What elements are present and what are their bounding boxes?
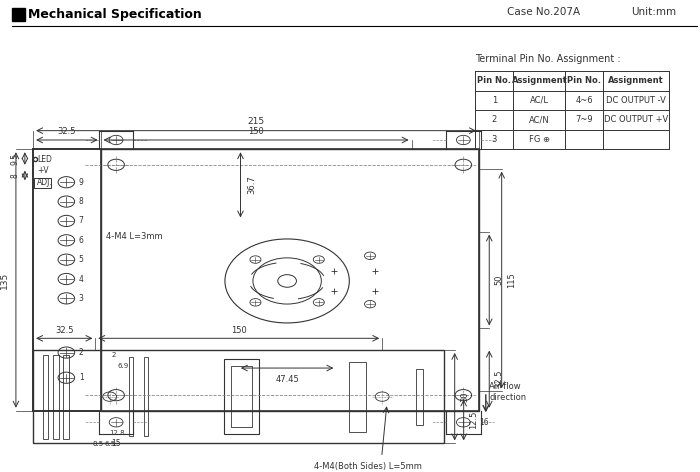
Text: 6.5: 6.5 [104,441,116,447]
Text: +V: +V [37,166,49,175]
Bar [53,354,59,438]
Text: 6: 6 [79,236,84,245]
Text: Pin No.: Pin No. [477,76,512,85]
Text: Assignment: Assignment [608,76,664,85]
Text: 115: 115 [508,272,516,288]
Text: 8: 8 [79,197,83,206]
Text: 150: 150 [248,127,264,136]
Bar [33,350,444,443]
Bar [416,369,423,425]
Text: ADJ.: ADJ. [37,178,53,187]
Text: 15: 15 [111,438,121,447]
Text: 8: 8 [10,173,20,178]
Text: FG ⊕: FG ⊕ [528,135,550,144]
Text: 12.8: 12.8 [109,430,125,436]
Text: 47.45: 47.45 [275,375,299,384]
Bar [64,354,69,438]
Text: Terminal Pin No. Assignment :: Terminal Pin No. Assignment : [475,54,621,64]
Bar [34,177,51,188]
Text: Air flow
direction: Air flow direction [489,382,526,402]
Text: 135: 135 [0,271,9,288]
Text: 16: 16 [480,418,489,427]
Text: Pin No.: Pin No. [567,76,601,85]
Text: 32.5: 32.5 [57,127,76,136]
Text: 2: 2 [111,352,116,358]
Bar [129,357,133,436]
Bar [33,149,479,411]
Text: 6.9: 6.9 [118,362,129,369]
Bar [231,366,252,427]
Text: 30: 30 [460,391,469,402]
Text: Assignment: Assignment [512,76,567,85]
Text: LED: LED [37,154,52,163]
Text: 9: 9 [79,178,84,187]
Bar [101,149,479,411]
Text: 4~6: 4~6 [575,96,593,105]
Text: 32.5: 32.5 [495,370,504,388]
Text: 4: 4 [79,275,84,284]
Text: DC OUTPUT +V: DC OUTPUT +V [604,116,668,125]
Bar [144,357,148,436]
Text: 7: 7 [79,217,84,226]
Text: 3: 3 [79,294,84,303]
Text: 4-M4(Both Sides) L=5mm: 4-M4(Both Sides) L=5mm [314,462,422,471]
Text: 5: 5 [79,255,84,264]
Text: DC OUTPUT -V: DC OUTPUT -V [606,96,666,105]
Text: AC/L: AC/L [530,96,549,105]
Text: 8.5: 8.5 [92,441,104,447]
Text: 9.5: 9.5 [10,152,20,165]
Text: Case No.207A: Case No.207A [507,7,580,17]
Text: 4-M4 L=3mm: 4-M4 L=3mm [106,232,162,241]
Text: 2: 2 [492,116,497,125]
Text: 7~9: 7~9 [575,116,593,125]
Bar [13,8,25,21]
Text: 215: 215 [248,117,265,126]
Text: 2: 2 [79,348,83,357]
Text: Mechanical Specification: Mechanical Specification [28,8,202,21]
Text: Unit:mm: Unit:mm [631,7,676,17]
Text: 1: 1 [492,96,497,105]
Text: 12.5: 12.5 [469,411,478,429]
Bar [349,362,366,431]
Text: 1: 1 [79,373,83,382]
Text: 32.5: 32.5 [55,326,74,335]
Bar [43,354,48,438]
Text: 50: 50 [495,275,504,285]
Text: 36.7: 36.7 [247,176,256,194]
Bar [225,359,259,434]
Text: 3: 3 [491,135,497,144]
Text: 150: 150 [231,326,246,335]
Text: AC/N: AC/N [529,116,550,125]
